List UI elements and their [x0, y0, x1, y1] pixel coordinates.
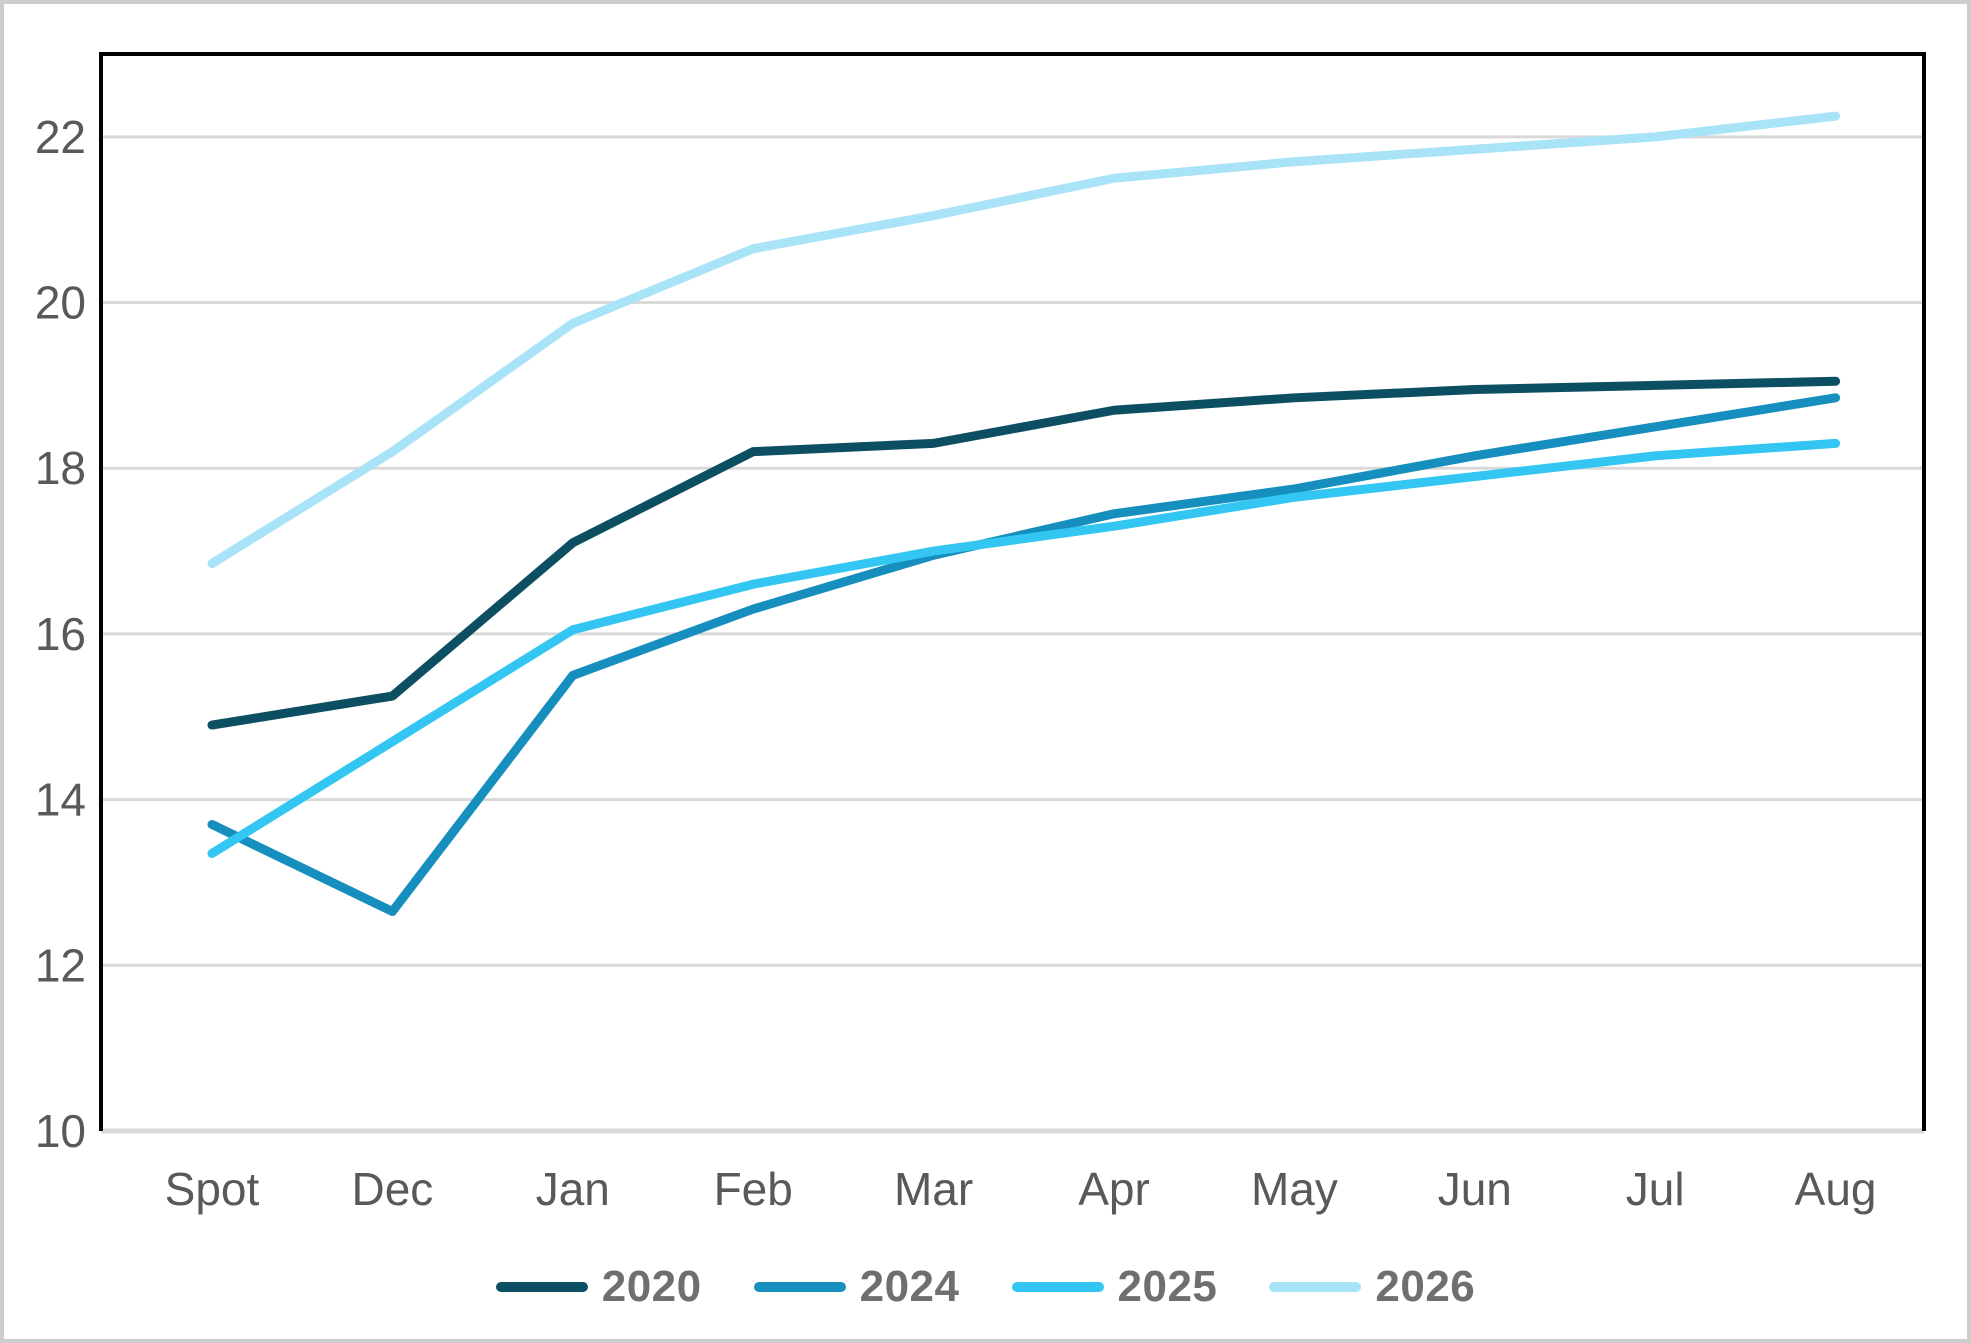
legend: 2020 2024 2025 2026 — [4, 1262, 1967, 1312]
x-axis-label-jan: Jan — [536, 1163, 610, 1215]
x-axis-label-jun: Jun — [1438, 1163, 1512, 1215]
x-axis-label-may: May — [1251, 1163, 1338, 1215]
series-line-2025 — [207, 438, 1841, 858]
x-axis-label-feb: Feb — [714, 1163, 793, 1215]
series-line-2026 — [207, 111, 1841, 569]
y-tick-label-14: 14 — [35, 774, 86, 826]
legend-item-2024: 2024 — [753, 1262, 960, 1312]
x-axis-label-mar: Mar — [894, 1163, 973, 1215]
line-chart: 10 12 14 16 18 20 22 Spot Dec Jan Feb Mar Apr May Jun J… — [35, 52, 1926, 1215]
y-tick-label-10: 10 — [35, 1105, 86, 1157]
legend-item-2026: 2026 — [1269, 1262, 1475, 1312]
series-line-2020 — [207, 376, 1841, 730]
x-axis-label-jul: Jul — [1626, 1163, 1685, 1215]
plot-border — [99, 52, 1926, 1131]
legend-swatch-2020 — [495, 1282, 588, 1292]
y-tick-label-16: 16 — [35, 608, 86, 660]
legend-item-2025: 2025 — [1011, 1262, 1218, 1312]
legend-label-2024: 2024 — [859, 1262, 960, 1311]
y-tick-label-18: 18 — [35, 442, 86, 494]
y-tick-label-20: 20 — [35, 277, 86, 329]
legend-swatch-2025 — [1011, 1282, 1104, 1292]
legend-label-2020: 2020 — [601, 1262, 702, 1311]
series-line-2024 — [207, 393, 1841, 916]
y-tick-label-12: 12 — [35, 939, 86, 991]
x-axis-label-dec: Dec — [351, 1163, 433, 1215]
x-axis-label-spot: Spot — [165, 1163, 260, 1215]
legend-label-2026: 2026 — [1375, 1262, 1476, 1311]
legend-item-2020: 2020 — [495, 1262, 702, 1312]
x-axis-label-aug: Aug — [1795, 1163, 1877, 1215]
y-tick-label-22: 22 — [35, 111, 86, 163]
x-axis-label-apr: Apr — [1078, 1163, 1150, 1215]
legend-label-2025: 2025 — [1117, 1262, 1218, 1311]
legend-swatch-2024 — [753, 1282, 846, 1292]
legend-swatch-2026 — [1269, 1282, 1362, 1292]
